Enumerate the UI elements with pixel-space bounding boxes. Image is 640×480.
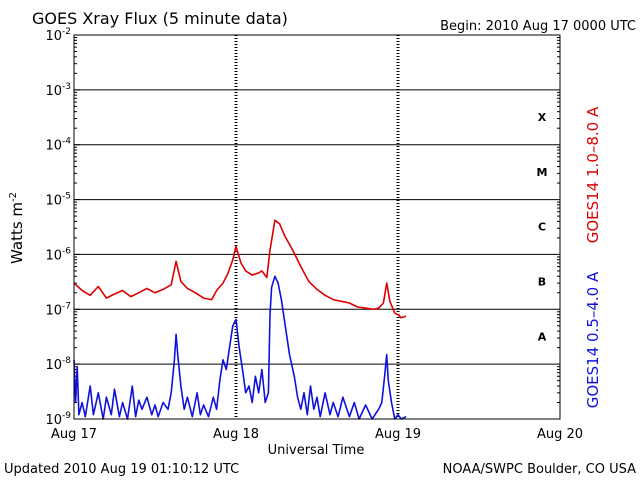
series-line-1 — [73, 275, 407, 420]
y-tick-base: 10 — [45, 194, 62, 209]
y-axis-label: Watts m-2 — [8, 192, 26, 264]
x-tick-labels: Aug 17 Aug 18 Aug 19 Aug 20 — [51, 427, 583, 442]
flare-class-label: M — [537, 166, 548, 179]
y-tick-exponent: -2 — [62, 27, 71, 37]
chart-title: GOES Xray Flux (5 minute data) — [32, 9, 288, 28]
x-axis-label: Universal Time — [268, 443, 365, 458]
y-tick-label: 10-6 — [45, 246, 71, 263]
y-tick-base: 10 — [45, 248, 62, 263]
flare-class-label: B — [538, 276, 546, 289]
y-tick-base: 10 — [45, 303, 62, 318]
y-tick-exponent: -6 — [62, 246, 71, 256]
x-tick-label: Aug 17 — [51, 427, 97, 442]
y-tick-base: 10 — [45, 413, 62, 428]
y-tick-label: 10-9 — [45, 411, 71, 428]
y-tick-exponent: -3 — [62, 82, 71, 92]
series-lines — [73, 219, 407, 420]
y-axis-label-text: Watts m — [8, 202, 26, 264]
y-tick-label: 10-4 — [45, 137, 71, 154]
legend-series-long: GOES14 1.0–8.0 A — [584, 106, 602, 243]
plot-frame — [73, 34, 561, 420]
flare-class-labels: X M C B A — [537, 111, 548, 343]
y-tick-exponent: -9 — [62, 411, 71, 421]
y-tick-label: 10-7 — [45, 301, 71, 318]
flare-class-label: X — [538, 111, 547, 124]
series-line-0 — [73, 219, 407, 319]
y-tick-base: 10 — [45, 139, 62, 154]
legend-series-short: GOES14 0.5–4.0 A — [584, 271, 602, 408]
flare-class-label: A — [538, 330, 547, 343]
y-tick-label: 10-3 — [45, 82, 71, 99]
y-tick-exponent: -7 — [62, 301, 71, 311]
x-tick-label: Aug 19 — [375, 427, 421, 442]
y-tick-base: 10 — [45, 358, 62, 373]
begin-label: Begin: 2010 Aug 17 0000 UTC — [440, 19, 636, 34]
updated-timestamp: Updated 2010 Aug 19 01:10:12 UTC — [4, 462, 239, 477]
x-tick-label: Aug 18 — [213, 427, 259, 442]
y-tick-exponent: -4 — [62, 137, 71, 147]
credit-label: NOAA/SWPC Boulder, CO USA — [443, 462, 636, 477]
flare-class-label: C — [538, 221, 546, 234]
y-tick-exponent: -5 — [62, 192, 71, 202]
y-axis-label-exponent: -2 — [8, 192, 19, 202]
y-tick-label: 10-2 — [45, 27, 71, 44]
y-tick-labels: 10-910-810-710-610-510-410-310-2 — [45, 27, 71, 428]
y-tick-label: 10-8 — [45, 356, 71, 373]
y-tick-label: 10-5 — [45, 192, 71, 209]
y-tick-exponent: -8 — [62, 356, 71, 366]
y-tick-base: 10 — [45, 84, 62, 99]
y-tick-base: 10 — [45, 29, 62, 44]
x-tick-label: Aug 20 — [537, 427, 583, 442]
